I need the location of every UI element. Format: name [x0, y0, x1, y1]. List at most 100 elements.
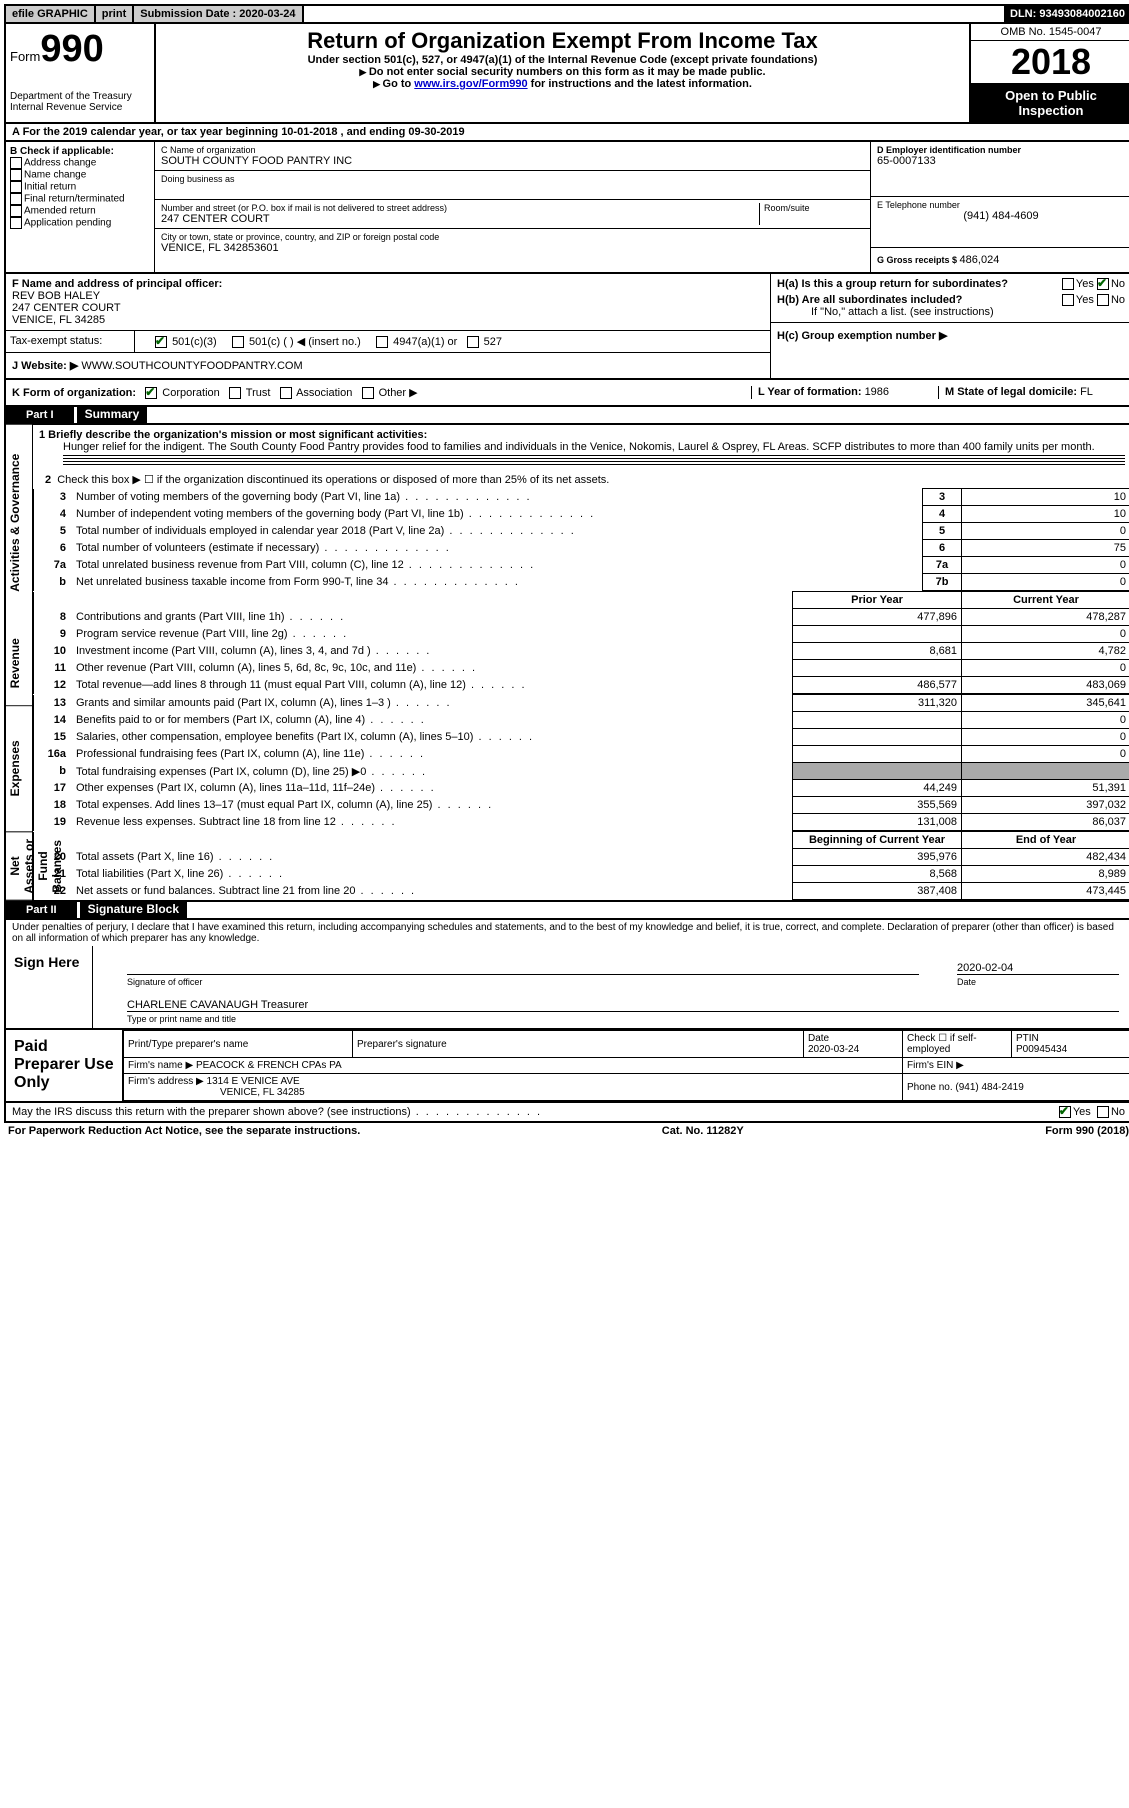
l-value: 1986: [865, 386, 889, 398]
b-label: B Check if applicable:: [10, 146, 150, 157]
ein-label: D Employer identification number: [877, 145, 1125, 155]
firm-ein-label: Firm's EIN ▶: [903, 1058, 1129, 1074]
sig-date-label: Date: [957, 977, 1127, 987]
check-527[interactable]: 527: [467, 336, 502, 348]
form-number: 990: [40, 28, 103, 70]
vert-revenue: Revenue: [6, 621, 32, 706]
p-date-val: 2020-03-24: [808, 1044, 859, 1055]
part2-header: Part II Signature Block: [4, 902, 1129, 920]
form-word: Form: [10, 49, 40, 64]
p-check[interactable]: Check ☐ if self-employed: [903, 1031, 1012, 1058]
section-fh: F Name and address of principal officer:…: [4, 274, 1129, 380]
check-trust[interactable]: Trust: [229, 387, 271, 399]
check-other[interactable]: Other ▶: [362, 387, 418, 399]
submission-date: Submission Date : 2020-03-24: [134, 6, 303, 22]
check-pending[interactable]: Application pending: [10, 217, 150, 229]
ein-value: 65-0007133: [877, 155, 1125, 167]
m-label: M State of legal domicile:: [945, 386, 1080, 398]
check-initial[interactable]: Initial return: [10, 181, 150, 193]
vert-expenses: Expenses: [6, 706, 32, 832]
table-governance: 3 Number of voting members of the govern…: [33, 488, 1129, 591]
check-amended[interactable]: Amended return: [10, 205, 150, 217]
print-btn[interactable]: print: [96, 6, 134, 22]
hb-note: If "No," attach a list. (see instruction…: [771, 306, 1129, 323]
top-bar: efile GRAPHIC print Submission Date : 20…: [4, 4, 1129, 24]
room-label: Room/suite: [764, 203, 864, 213]
city-label: City or town, state or province, country…: [161, 232, 864, 242]
tax-year: 2018: [971, 41, 1129, 84]
check-name[interactable]: Name change: [10, 169, 150, 181]
sig-officer-label: Signature of officer: [127, 977, 927, 987]
c-name-label: C Name of organization: [161, 145, 864, 155]
gross-label: G Gross receipts $: [877, 255, 960, 265]
website-value[interactable]: WWW.SOUTHCOUNTYFOODPANTRY.COM: [81, 360, 302, 372]
form-header: Form990 Department of the Treasury Inter…: [4, 24, 1129, 124]
check-corp[interactable]: Corporation: [145, 387, 220, 399]
column-d: D Employer identification number 65-0007…: [871, 142, 1129, 272]
page-footer: For Paperwork Reduction Act Notice, see …: [4, 1123, 1129, 1139]
preparer-table: Print/Type preparer's name Preparer's si…: [123, 1030, 1129, 1101]
goto-post: for instructions and the latest informat…: [528, 78, 752, 90]
section-klm: K Form of organization: Corporation Trus…: [4, 380, 1129, 407]
firm-addr2: VENICE, FL 34285: [128, 1087, 898, 1098]
subtitle-1: Under section 501(c), 527, or 4947(a)(1)…: [160, 54, 965, 66]
discuss-yes[interactable]: [1059, 1106, 1071, 1118]
efile-btn[interactable]: efile GRAPHIC: [6, 6, 96, 22]
vert-activities: Activities & Governance: [6, 425, 32, 621]
sig-date-value: 2020-02-04: [957, 952, 1119, 975]
omb-number: OMB No. 1545-0047: [971, 24, 1129, 41]
check-final[interactable]: Final return/terminated: [10, 193, 150, 205]
subtitle-2: Do not enter social security numbers on …: [160, 66, 965, 78]
vert-netassets: Net Assets or Fund Balances: [6, 833, 32, 901]
k-label: K Form of organization:: [12, 387, 136, 399]
irs-link[interactable]: www.irs.gov/Form990: [414, 78, 527, 90]
dln: DLN: 93493084002160: [1004, 6, 1129, 22]
paid-preparer-label: Paid Preparer Use Only: [6, 1030, 123, 1101]
org-name: SOUTH COUNTY FOOD PANTRY INC: [161, 155, 864, 167]
line1-text: Hunger relief for the indigent. The Sout…: [63, 441, 1125, 453]
org-city: VENICE, FL 342853601: [161, 242, 864, 254]
firm-addr1: 1314 E VENICE AVE: [207, 1076, 300, 1087]
f-label: F Name and address of principal officer:: [12, 278, 764, 290]
part1-body: Activities & Governance Revenue Expenses…: [4, 425, 1129, 902]
tel-label: E Telephone number: [877, 200, 1125, 210]
p-sig-label: Preparer's signature: [353, 1031, 804, 1058]
gross-value: 486,024: [960, 254, 1000, 266]
org-address: 247 CENTER COURT: [161, 213, 759, 225]
hb-row: H(b) Are all subordinates included? Yes …: [771, 294, 1129, 306]
dept-treasury: Department of the Treasury Internal Reve…: [10, 91, 150, 113]
line1-label: 1 Briefly describe the organization's mi…: [39, 429, 1125, 441]
officer-addr2: VENICE, FL 34285: [12, 314, 764, 326]
officer-addr1: 247 CENTER COURT: [12, 302, 764, 314]
i-label: Tax-exempt status:: [6, 331, 135, 352]
check-4947[interactable]: 4947(a)(1) or: [376, 336, 457, 348]
footer-left: For Paperwork Reduction Act Notice, see …: [8, 1125, 360, 1137]
line2-text: Check this box ▶ ☐ if the organization d…: [57, 474, 609, 486]
check-501c[interactable]: 501(c) ( ) ◀ (insert no.): [232, 336, 361, 348]
check-assoc[interactable]: Association: [280, 387, 353, 399]
form-title: Return of Organization Exempt From Incom…: [160, 28, 965, 54]
ptin-value: P00945434: [1016, 1044, 1067, 1055]
ha-row: H(a) Is this a group return for subordin…: [771, 274, 1129, 294]
goto-pre: Go to: [383, 78, 415, 90]
officer-name-title: CHARLENE CAVANAUGH Treasurer: [127, 999, 308, 1012]
officer-name: REV BOB HALEY: [12, 290, 764, 302]
signature-section: Sign Here Signature of officer 2020-02-0…: [4, 946, 1129, 1030]
check-address[interactable]: Address change: [10, 157, 150, 169]
j-label: J Website: ▶: [12, 360, 78, 372]
footer-right: Form 990 (2018): [1045, 1125, 1129, 1137]
section-bcd: B Check if applicable: Address change Na…: [4, 142, 1129, 274]
addr-label: Number and street (or P.O. box if mail i…: [161, 203, 759, 213]
column-b: B Check if applicable: Address change Na…: [6, 142, 155, 272]
sign-here-label: Sign Here: [6, 946, 93, 1028]
type-name-label: Type or print name and title: [127, 1014, 1127, 1024]
hc-row: H(c) Group exemption number ▶: [771, 323, 1129, 348]
table-revenue: Prior YearCurrent Year8 Contributions an…: [33, 591, 1129, 694]
part1-header: Part I Summary: [4, 407, 1129, 425]
p-name-label: Print/Type preparer's name: [124, 1031, 353, 1058]
l-label: L Year of formation:: [758, 386, 865, 398]
perjury-text: Under penalties of perjury, I declare th…: [4, 920, 1129, 946]
table-expenses: 13 Grants and similar amounts paid (Part…: [33, 694, 1129, 831]
check-501c3[interactable]: 501(c)(3): [155, 336, 217, 348]
discuss-no[interactable]: [1097, 1106, 1109, 1118]
